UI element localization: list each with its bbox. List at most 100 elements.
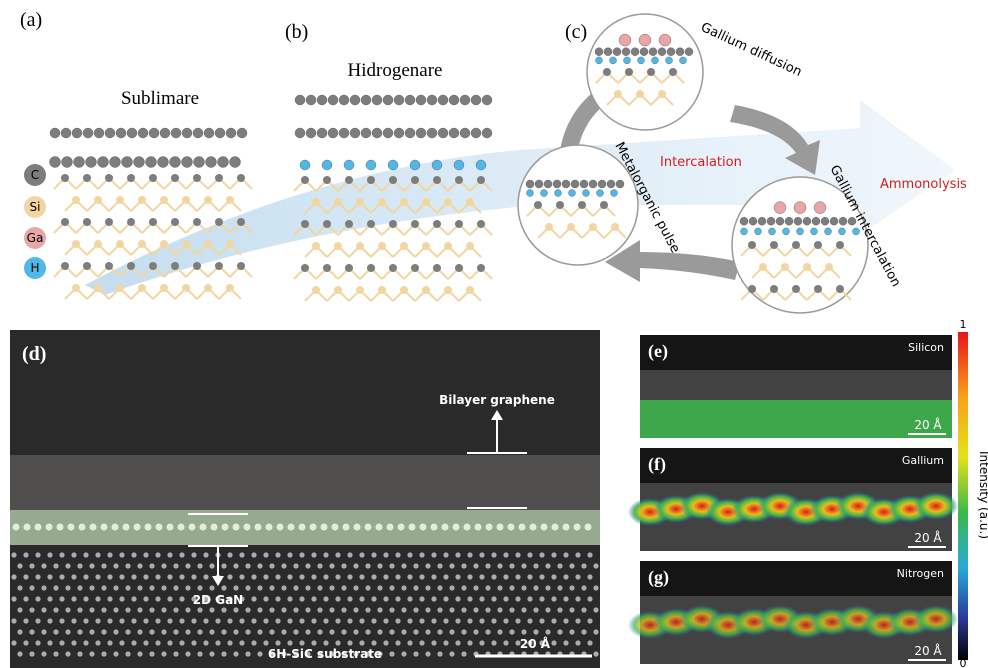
- atom: [158, 157, 169, 168]
- atom: [613, 48, 621, 56]
- atom-column: [53, 585, 58, 590]
- panel-label: (a): [20, 9, 42, 31]
- atom-column: [437, 585, 442, 590]
- atom-column: [83, 596, 88, 601]
- atom-column: [209, 563, 214, 568]
- atom: [116, 128, 126, 138]
- atom-column: [137, 585, 142, 590]
- atom: [171, 218, 179, 226]
- atom: [345, 220, 353, 228]
- atom-column: [323, 596, 328, 601]
- atom-column: [395, 596, 400, 601]
- atom-column: [409, 524, 416, 531]
- atom-column: [519, 524, 526, 531]
- atom-column: [461, 629, 466, 634]
- atom-column: [215, 640, 220, 645]
- atom-column: [203, 552, 208, 557]
- atom-column: [587, 574, 592, 579]
- intensity-band: [640, 400, 952, 438]
- atom-column: [335, 574, 340, 579]
- atom-column: [189, 524, 196, 531]
- atom-column: [533, 585, 538, 590]
- atom-column: [131, 640, 136, 645]
- atom: [812, 217, 820, 225]
- atom: [134, 157, 145, 168]
- atom: [526, 180, 534, 188]
- atom: [160, 240, 168, 248]
- atom-column: [359, 596, 364, 601]
- atom-column: [461, 563, 466, 568]
- atom-column: [90, 524, 97, 531]
- atom-column: [557, 629, 562, 634]
- graphene-band: [10, 455, 600, 510]
- atom: [339, 128, 349, 138]
- intensity-spot: [914, 492, 958, 520]
- atom: [811, 228, 818, 235]
- atom: [614, 90, 622, 98]
- atom: [444, 242, 452, 250]
- atom-column: [191, 618, 196, 623]
- atom-column: [305, 585, 310, 590]
- atom-column: [269, 629, 274, 634]
- atom-column: [23, 574, 28, 579]
- atom-column: [467, 640, 472, 645]
- atom-column: [593, 629, 598, 634]
- intensity-spot: [914, 605, 958, 633]
- atom: [405, 95, 415, 105]
- atom-column: [321, 524, 328, 531]
- atom-column: [173, 651, 178, 656]
- atom-column: [473, 629, 478, 634]
- atom-column: [269, 563, 274, 568]
- atom: [836, 285, 844, 293]
- atom-column: [467, 618, 472, 623]
- atom: [127, 174, 135, 182]
- atom: [466, 242, 474, 250]
- atom: [597, 190, 604, 197]
- atom: [301, 176, 309, 184]
- atom-column: [149, 585, 154, 590]
- atom: [667, 48, 675, 56]
- atom: [138, 284, 146, 292]
- atom: [400, 286, 408, 294]
- scale-bar-label: 20 Å: [520, 636, 551, 651]
- atom-column: [365, 585, 370, 590]
- atom-column: [255, 524, 262, 531]
- atom: [356, 242, 364, 250]
- atom: [306, 95, 316, 105]
- atom-column: [533, 607, 538, 612]
- atom: [624, 57, 631, 64]
- atom-column: [515, 552, 520, 557]
- atom-column: [377, 563, 382, 568]
- atom-column: [341, 629, 346, 634]
- atom-column: [35, 640, 40, 645]
- atom: [323, 220, 331, 228]
- atom: [794, 202, 806, 214]
- atom: [215, 174, 223, 182]
- atom-column: [371, 574, 376, 579]
- atom: [149, 218, 157, 226]
- atom: [755, 228, 762, 235]
- atom-column: [521, 563, 526, 568]
- atom: [146, 157, 157, 168]
- atom-column: [574, 524, 581, 531]
- atom: [61, 218, 69, 226]
- atom-column: [167, 552, 172, 557]
- atom: [814, 202, 826, 214]
- atom-column: [475, 524, 482, 531]
- atom-column: [521, 585, 526, 590]
- atom-column: [389, 585, 394, 590]
- atom-column: [269, 585, 274, 590]
- atom: [411, 264, 419, 272]
- atom: [595, 48, 603, 56]
- atom: [160, 128, 170, 138]
- atom: [171, 128, 181, 138]
- atom-column: [383, 618, 388, 623]
- atom-column: [335, 618, 340, 623]
- atom-column: [473, 563, 478, 568]
- atom-column: [65, 651, 70, 656]
- atom: [578, 201, 586, 209]
- figure: CSiGaH (a) Sublimare (b) Hidrogenare (c)…: [0, 0, 988, 668]
- atom-column: [95, 574, 100, 579]
- atom-column: [395, 552, 400, 557]
- atom-column: [275, 574, 280, 579]
